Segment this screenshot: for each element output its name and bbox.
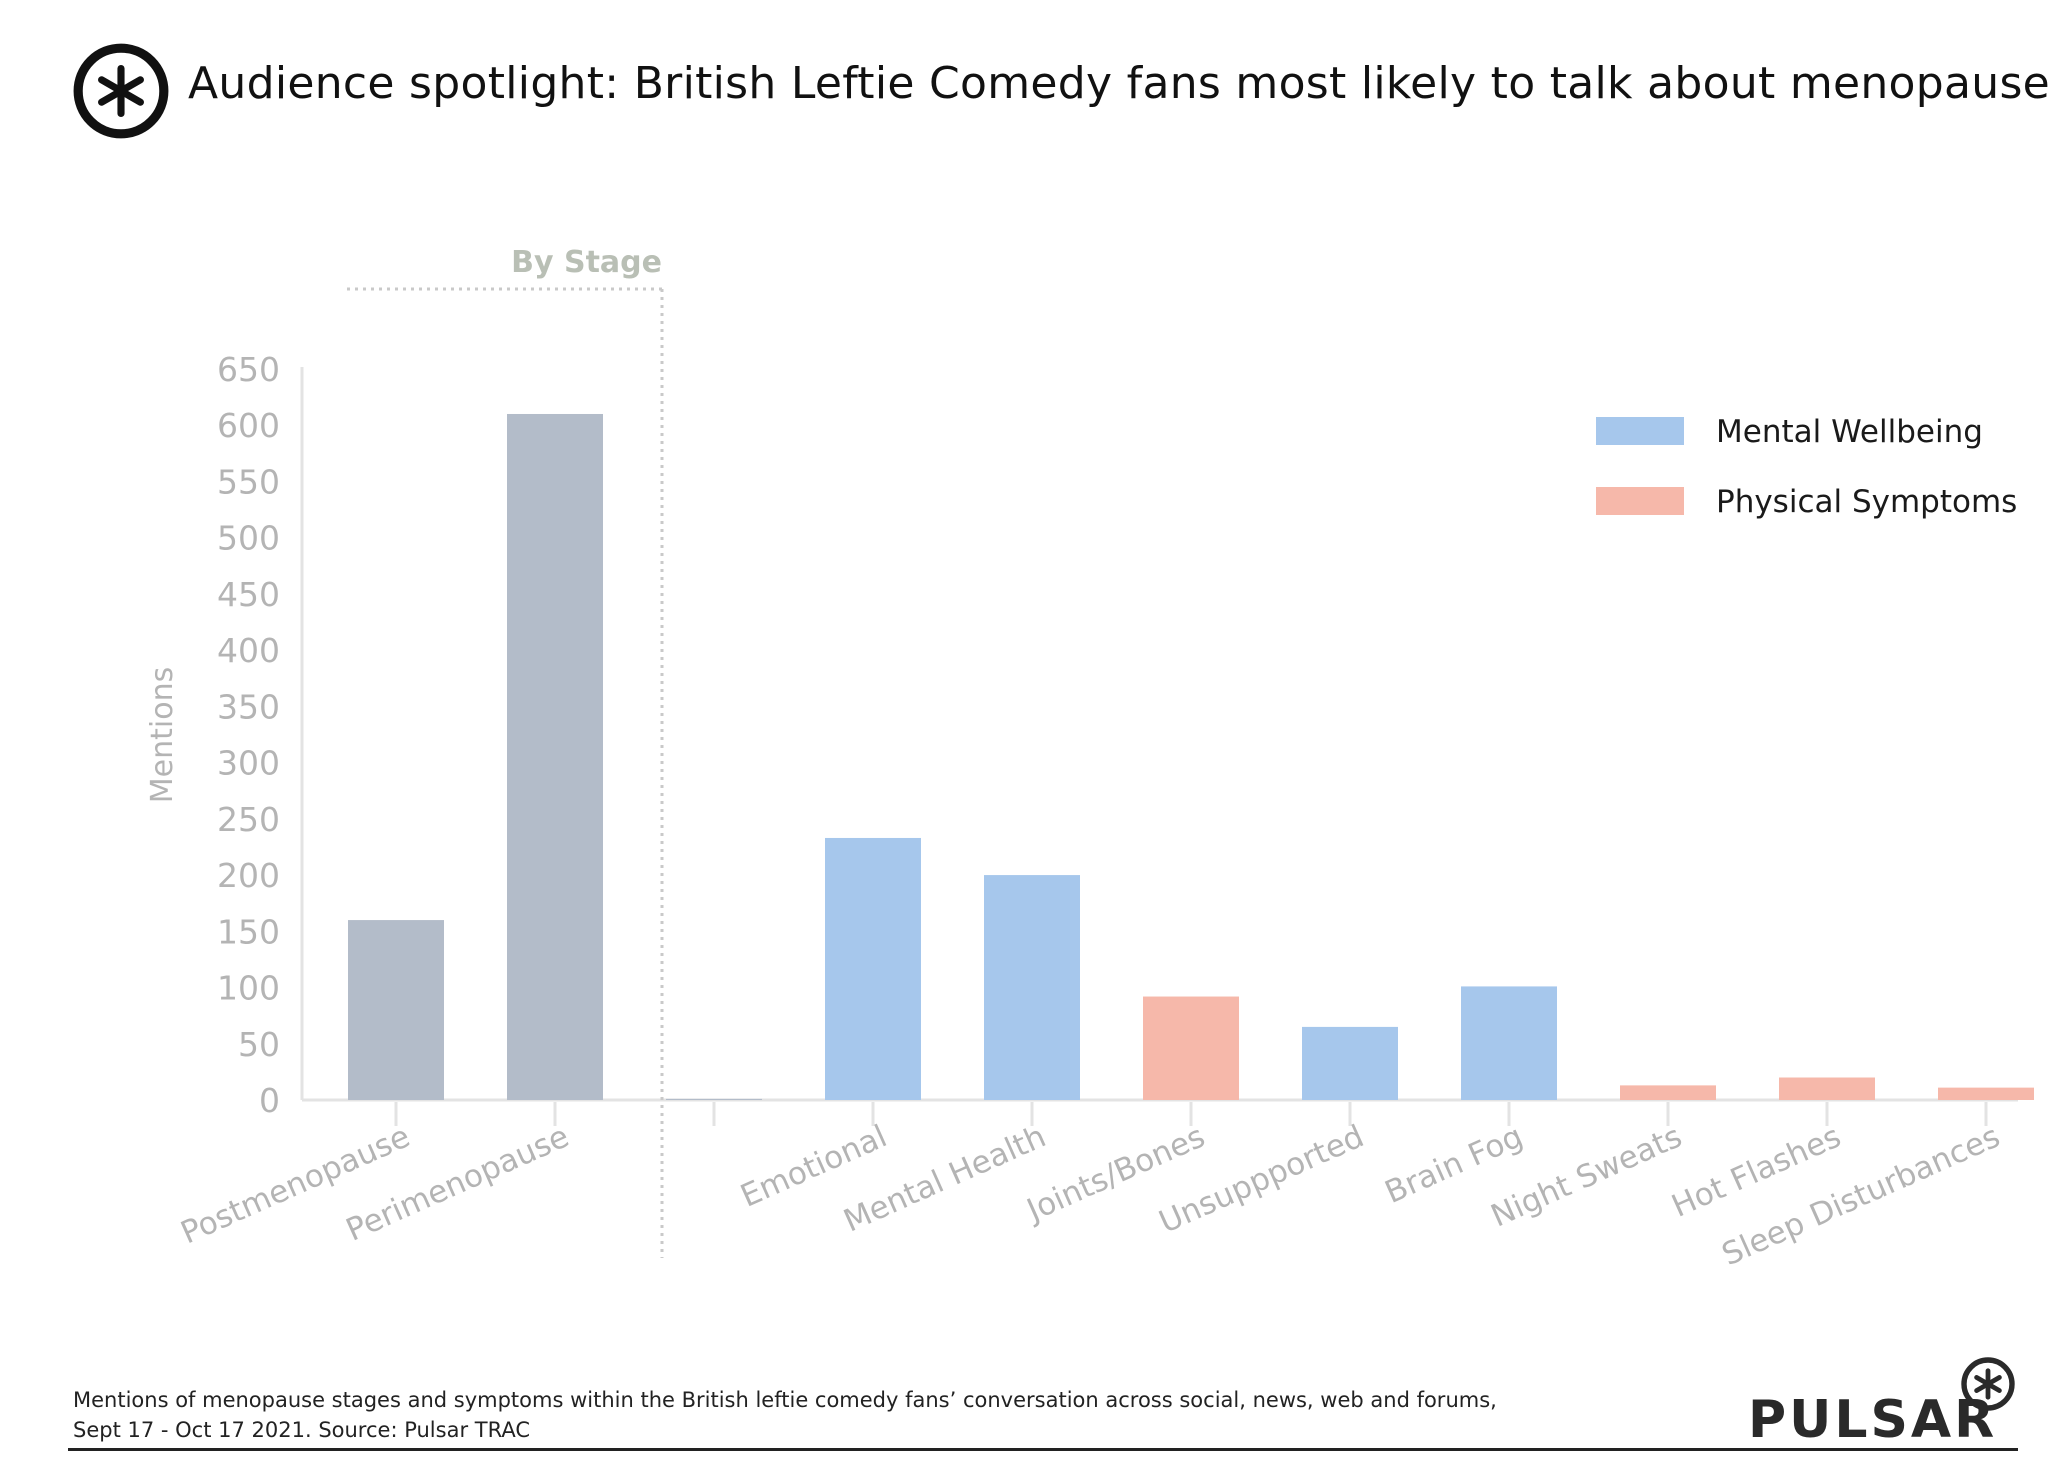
y-tick-label: 550 (217, 462, 280, 501)
pulsar-mark-icon (1961, 1357, 2015, 1411)
footnote-line-1: Mentions of menopause stages and symptom… (73, 1388, 1497, 1412)
footnote-line-2: Sept 17 - Oct 17 2021. Source: Pulsar TR… (73, 1418, 530, 1442)
stage-group-label: By Stage (511, 245, 662, 280)
bar-hot-flashes (1779, 1077, 1875, 1100)
bar-joints-bones (1143, 996, 1239, 1100)
pulsar-logo-icon (73, 43, 169, 139)
y-tick-label: 300 (217, 744, 280, 783)
bottom-divider (68, 1448, 2018, 1451)
bar-mental-health (984, 875, 1080, 1100)
y-tick-label: 100 (217, 969, 280, 1008)
bar-postmenopause (348, 920, 444, 1100)
bar-chart: 0 50 100 150 200 250 300 350 400 450 500 550 600 650 M… (145, 245, 2034, 1273)
y-tick-label: 400 (217, 631, 280, 670)
pulsar-brand: PULSAR (1748, 1357, 2028, 1450)
bar-brain-fog (1461, 986, 1557, 1100)
bar-unsuppported (1302, 1026, 1398, 1100)
y-tick-label: 0 (259, 1081, 280, 1120)
legend-swatch-physical (1596, 487, 1684, 515)
bar-sleep-disturbances (1938, 1087, 2034, 1100)
footnote: Mentions of menopause stages and symptom… (73, 1385, 1573, 1445)
page-title: Audience spotlight: British Leftie Comed… (188, 58, 2048, 109)
bar-emotional (825, 837, 921, 1100)
y-tick-label: 200 (217, 856, 280, 895)
legend-label-physical: Physical Symptoms (1716, 484, 2017, 520)
y-tick-label: 650 (217, 350, 280, 389)
x-tick-label: Sleep Disturbances (1717, 1118, 2005, 1273)
y-tick-label: 500 (217, 519, 280, 558)
y-tick-label: 150 (217, 912, 280, 951)
y-tick-label: 250 (217, 800, 280, 839)
legend-label-mental: Mental Wellbeing (1716, 414, 1983, 450)
brand-wordmark: PULSAR (1748, 1390, 1998, 1450)
bar-perimenopause (507, 413, 603, 1100)
bar-night-sweats (1620, 1085, 1716, 1100)
y-axis-label: Mentions (145, 667, 180, 803)
y-tick-label: 600 (217, 406, 280, 445)
legend-swatch-mental (1596, 417, 1684, 445)
y-tick-label: 350 (217, 687, 280, 726)
y-tick-label: 50 (238, 1025, 280, 1064)
y-tick-label: 450 (217, 575, 280, 614)
bar-blank (666, 1098, 762, 1100)
